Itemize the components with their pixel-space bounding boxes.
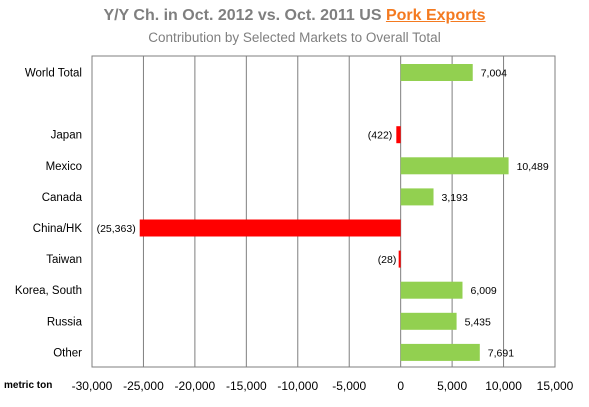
category-label: Russia (47, 316, 83, 328)
gridlines (142, 56, 505, 367)
data-label: (25,363) (97, 223, 136, 235)
data-label: 6,009 (470, 285, 496, 297)
category-label: Other (53, 347, 82, 359)
x-tick-label: -20,000 (175, 379, 216, 393)
chart-title-main: Y/Y Ch. in Oct. 2012 vs. Oct. 2011 US (103, 7, 386, 24)
data-label: 5,435 (465, 316, 491, 328)
bar (400, 281, 463, 299)
chart-subtitle: Contribution by Selected Markets to Over… (148, 30, 441, 45)
data-label: 7,691 (488, 347, 514, 359)
bar (398, 250, 401, 268)
bar (400, 188, 434, 206)
x-tick-label: -15,000 (226, 379, 267, 393)
chart-title: Y/Y Ch. in Oct. 2012 vs. Oct. 2011 US Po… (0, 7, 589, 25)
chart-title-highlight: Pork Exports (385, 7, 486, 24)
data-label: (422) (368, 130, 393, 142)
bar (400, 157, 509, 175)
data-label: (28) (378, 254, 397, 266)
category-label: Japan (51, 130, 82, 142)
bar (139, 219, 401, 237)
data-label: 10,489 (517, 161, 549, 173)
x-tick-label: 15,000 (537, 379, 574, 393)
tick-labels: -30,000 -25,000 -20,000 -15,000 -10,000 -5,00… (72, 379, 574, 393)
x-tick-label: 0 (397, 379, 404, 393)
bars (139, 64, 509, 361)
data-label: 3,193 (442, 192, 468, 204)
data-labels: 7,004 (422) 10,489 3,193 (25,363) (28) 6,009 5,… (97, 68, 549, 360)
x-tick-label: -25,000 (123, 379, 164, 393)
category-label: Canada (42, 192, 83, 204)
plot-border (91, 55, 556, 368)
bar (396, 126, 401, 144)
category-labels: World Total Japan Mexico Canada China/HK Taiw… (15, 68, 83, 360)
category-label: Taiwan (46, 254, 82, 266)
bar (400, 343, 480, 361)
data-label: 7,004 (481, 68, 507, 80)
x-axis-unit-label: metric ton (4, 380, 52, 391)
x-tick-label: -5,000 (332, 379, 366, 393)
x-tick-label: -10,000 (277, 379, 318, 393)
bar (400, 64, 473, 81)
category-label: Mexico (46, 161, 82, 173)
category-label: World Total (25, 68, 82, 80)
x-tick-label: 5,000 (437, 379, 467, 393)
category-label: China/HK (33, 223, 83, 235)
x-tick-label: 10,000 (485, 379, 522, 393)
category-label: Korea, South (15, 285, 82, 297)
bar (400, 312, 457, 330)
x-tick-label: -30,000 (72, 379, 113, 393)
